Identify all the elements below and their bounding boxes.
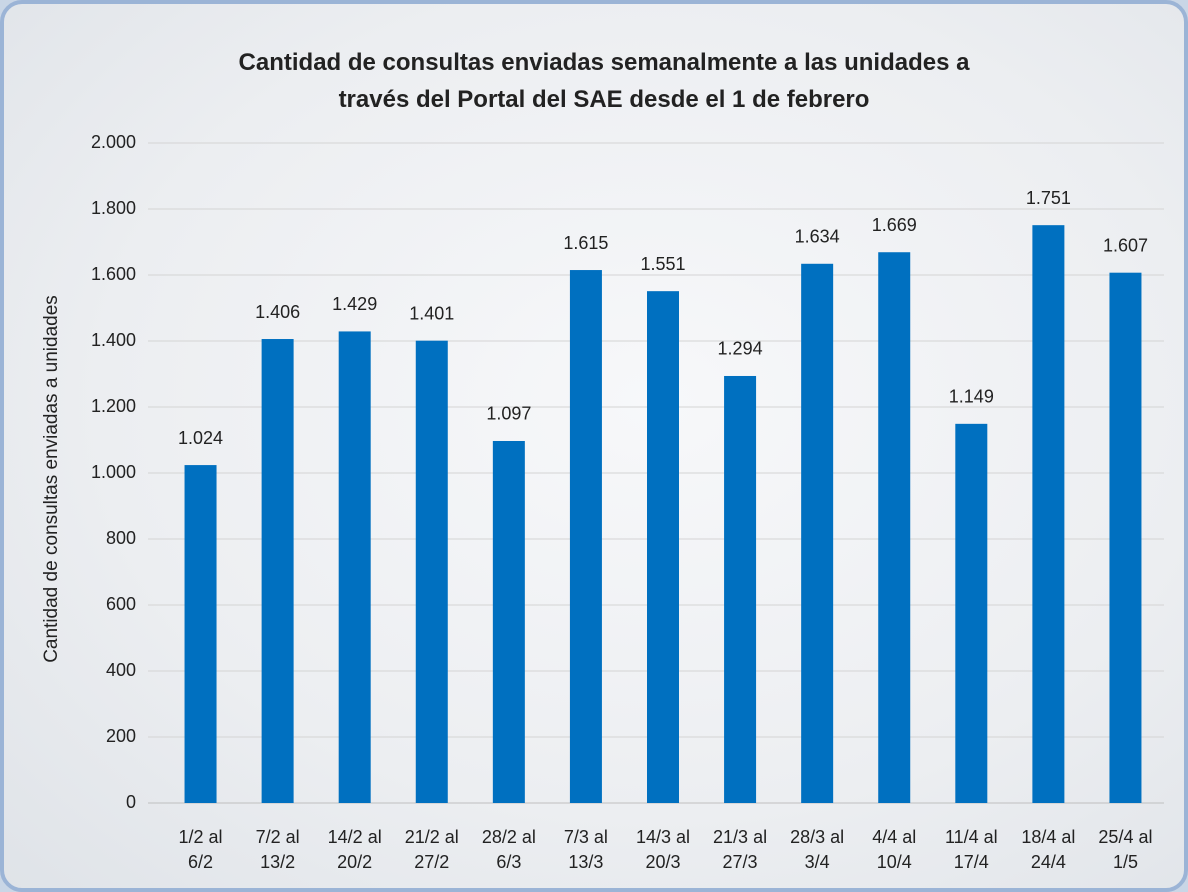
- y-tick-label: 0: [126, 792, 136, 812]
- x-tick-label: 14/2 al 20/2: [327, 827, 382, 872]
- bar: [1032, 225, 1065, 804]
- bar: [1109, 272, 1142, 803]
- y-tick-label: 1.600: [91, 264, 136, 284]
- y-tick-label: 600: [106, 594, 136, 614]
- bar: [801, 263, 834, 803]
- bar: [569, 270, 602, 803]
- x-tick-label: 28/3 al 3/4: [790, 827, 845, 872]
- data-label: 1.551: [640, 254, 685, 274]
- x-tick-label: 25/4 al 1/5: [1098, 827, 1153, 872]
- y-tick-label: 800: [106, 528, 136, 548]
- bar: [261, 339, 294, 803]
- x-tick-label: 21/2 al 27/2: [404, 827, 459, 872]
- data-label: 1.607: [1103, 235, 1148, 255]
- data-label: 1.294: [718, 339, 763, 359]
- data-label: 1.751: [1026, 188, 1071, 208]
- y-tick-label: 1.200: [91, 396, 136, 416]
- data-label: 1.024: [178, 428, 223, 448]
- bar: [338, 331, 371, 803]
- chart-title: Cantidad de consultas enviadas semanalme…: [238, 49, 970, 113]
- bar: [184, 465, 217, 803]
- data-label: 1.615: [563, 233, 608, 253]
- x-tick-label: 7/3 al 13/3: [563, 827, 608, 872]
- bar: [955, 423, 988, 803]
- bar: [878, 252, 911, 804]
- data-label: 1.401: [409, 303, 454, 323]
- data-label: 1.429: [332, 294, 377, 314]
- x-tick-label: 21/3 al 27/3: [713, 827, 768, 872]
- x-tick-label: 7/2 al 13/2: [255, 827, 300, 872]
- data-label: 1.406: [255, 302, 300, 322]
- y-tick-label: 200: [106, 726, 136, 746]
- x-tick-label: 1/2 al 6/2: [178, 827, 223, 872]
- y-tick-label: 1.400: [91, 330, 136, 350]
- y-tick-label: 400: [106, 660, 136, 680]
- data-label: 1.634: [795, 227, 840, 247]
- bar: [415, 340, 448, 803]
- x-tick-label: 14/3 al 20/3: [635, 827, 691, 872]
- x-tick-label: 18/4 al 24/4: [1021, 827, 1076, 872]
- chart: 0 200 400 600 800 1.000 1.200 1.400 1.600 1.800 2.…: [91, 132, 1164, 812]
- data-label: 1.669: [872, 215, 917, 235]
- bar: [492, 440, 525, 803]
- bar: [724, 375, 757, 803]
- x-tick-label: 11/4 al 17/4: [944, 827, 998, 872]
- y-tick-label: 1.800: [91, 198, 136, 218]
- data-label: 1.097: [486, 404, 531, 424]
- x-tick-label: 28/2 al 6/3: [481, 827, 536, 872]
- x-tick-label: 4/4 al 10/4: [872, 827, 917, 872]
- y-tick-label: 1.000: [91, 462, 136, 482]
- bar: [647, 291, 679, 803]
- y-tick-label: 2.000: [91, 132, 136, 152]
- data-label: 1.149: [949, 387, 994, 407]
